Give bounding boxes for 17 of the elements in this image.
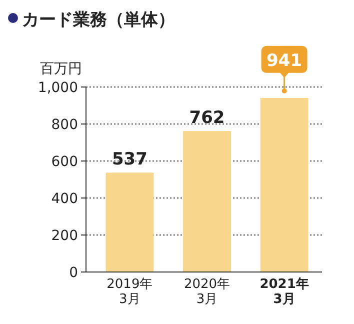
- y-tick-label: 0: [69, 265, 78, 281]
- y-tick-label: 800: [51, 117, 78, 133]
- x-tick-label: 2021年 3月: [260, 277, 309, 307]
- chart-title: カード業務（単体）: [22, 10, 175, 30]
- data-label: 537: [112, 150, 148, 170]
- data-label: 941: [266, 50, 302, 71]
- data-label: 762: [189, 108, 225, 128]
- y-tick-label: 1,000: [38, 80, 78, 96]
- bar: [183, 131, 231, 272]
- y-tick-label: 400: [51, 191, 78, 207]
- x-tick-label: 2019年 3月: [106, 277, 153, 307]
- x-tick-label: 2020年 3月: [184, 277, 230, 307]
- y-axis-title: 百万円: [40, 61, 82, 77]
- y-tick-label: 600: [51, 154, 78, 170]
- bar: [106, 172, 154, 272]
- y-tick-label: 200: [51, 228, 78, 244]
- bar: [260, 98, 308, 272]
